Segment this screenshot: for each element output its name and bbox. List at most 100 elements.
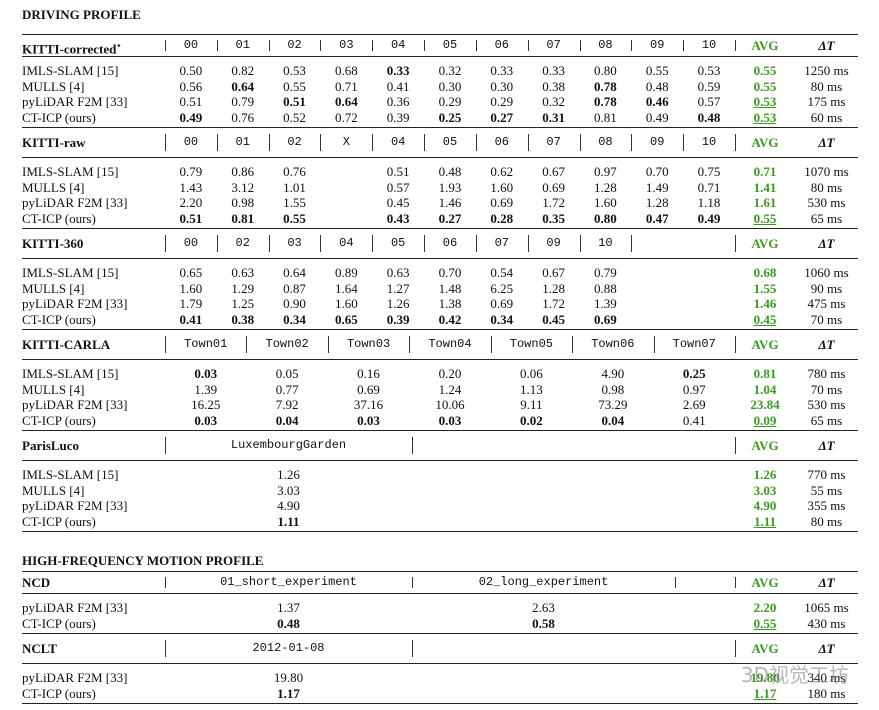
column-header: 07 <box>527 35 580 56</box>
dataset-name: KITTI-corrected⋆ <box>22 35 165 56</box>
table-row: pyLiDAR F2M [33] 0.51 0.79 0.51 0.64 0.36 0.29… <box>22 94 858 110</box>
table-row: MULLS [4] 1.60 1.29 0.87 1.64 1.27 1.48 6.25 1.2… <box>22 281 858 297</box>
value-cell: 0.55 <box>283 78 306 94</box>
avg-cell: 1.26 <box>753 467 777 482</box>
value-cell: 0.69 <box>594 311 617 327</box>
avg-header: AVG <box>734 128 795 157</box>
table-row: CT-ICP (ours) 0.49 0.76 0.52 0.72 0.39 0.25 0.2… <box>22 110 858 126</box>
value-cell: 1.46 <box>438 195 462 210</box>
value-cell: 0.65 <box>179 265 203 280</box>
column-header: 07 <box>475 229 528 258</box>
value-cell: 0.81 <box>231 210 255 226</box>
avg-cell: 0.09 <box>753 412 777 428</box>
value-cell: 0.69 <box>490 195 514 210</box>
avg-cell: 1.61 <box>753 195 777 210</box>
table-row: IMLS-SLAM [15] 0.65 0.63 0.64 0.89 0.63 0.70 0.… <box>22 265 858 281</box>
value-cell: 0.79 <box>231 94 255 109</box>
value-cell: 0.39 <box>386 311 410 327</box>
value-cell: 0.33 <box>386 63 410 78</box>
value-cell: 0.49 <box>645 109 669 125</box>
value-cell: 3.03 <box>277 482 300 498</box>
section-title: HIGH-FREQUENCY MOTION PROFILE <box>22 553 264 568</box>
value-cell: 0.87 <box>283 280 306 296</box>
value-cell: 1.39 <box>194 381 218 397</box>
empty-cell <box>412 483 735 499</box>
method: pyLiDAR F2M [33] <box>22 195 128 210</box>
value-cell: 0.03 <box>438 412 462 428</box>
table-row: IMLS-SLAM [15] 0.03 0.05 0.16 0.20 0.06 4.90 0.… <box>22 366 858 382</box>
method: CT-ICP (ours) <box>22 412 96 428</box>
value-cell: 1.39 <box>594 296 617 311</box>
value-cell <box>320 211 372 227</box>
value-cell: 0.86 <box>231 164 255 179</box>
avg-header: AVG <box>734 35 795 56</box>
dataset-name-text: KITTI-CARLA <box>22 337 111 352</box>
column-header: 06 <box>424 229 476 258</box>
column-header: 09 <box>631 128 683 157</box>
value-cell: 0.54 <box>490 265 514 280</box>
method: MULLS [4] <box>22 179 85 195</box>
column-header: LuxembourgGarden <box>165 431 412 460</box>
method: pyLiDAR F2M [33] <box>22 498 128 513</box>
avg-cell: 1.04 <box>753 381 777 397</box>
column-header: 10 <box>579 229 632 258</box>
value-cell: 0.81 <box>594 109 617 125</box>
value-cell: 0.69 <box>542 179 565 195</box>
dataset-name-text: KITTI-360 <box>22 236 84 251</box>
dt-header: ΔT <box>818 641 835 656</box>
value-cell: 6.25 <box>490 280 514 296</box>
value-cell: 1.26 <box>386 296 410 311</box>
empty-cell <box>412 686 735 702</box>
method: IMLS-SLAM [15] <box>22 63 119 78</box>
value-cell: 0.51 <box>179 94 203 109</box>
value-cell: 0.69 <box>357 381 380 397</box>
value-cell: 0.48 <box>697 109 721 125</box>
table-body: IMLS-SLAM [15] 0.03 0.05 0.16 0.20 0.06 4.90 0.… <box>22 360 858 430</box>
dataset-name: ParisLuco <box>22 431 165 460</box>
watermark: 3D视觉工坊 <box>740 663 849 687</box>
header-row: KITTI-raw 00 01 02 X 04 05 06 07 08 09 10 AVG ΔT <box>22 128 858 158</box>
header-row: ParisLuco LuxembourgGarden AVG ΔT <box>22 431 858 461</box>
table-row: CT-ICP (ours) 0.41 0.38 0.34 0.65 0.39 0.42 0.3… <box>22 312 858 328</box>
method: MULLS [4] <box>22 482 85 498</box>
value-cell: 37.16 <box>353 397 384 412</box>
dt-cell: 340 ms <box>807 670 846 685</box>
dt-header: ΔT <box>818 438 835 453</box>
value-cell: 0.52 <box>283 109 306 125</box>
value-cell: 0.48 <box>645 78 669 94</box>
dataset-name: KITTI-CARLA <box>22 330 165 359</box>
dt-cell: 70 ms <box>810 311 843 327</box>
value-cell: 1.60 <box>179 280 203 296</box>
value-cell: 0.56 <box>179 78 203 94</box>
table-block: NCD 01_short_experiment 02_long_experiment… <box>22 571 858 633</box>
value-cell: 0.68 <box>334 63 358 78</box>
value-cell: 0.51 <box>283 94 306 109</box>
column-header: 04 <box>372 35 424 56</box>
avg-cell: 2.20 <box>753 600 777 615</box>
value-cell: 1.26 <box>277 467 300 482</box>
table-body: IMLS-SLAM [15] 0.79 0.86 0.76 0.51 0.48 0.62 0.… <box>22 158 858 228</box>
value-cell: 0.41 <box>386 78 410 94</box>
value-cell: 9.11 <box>520 397 543 412</box>
value-cell: 0.62 <box>490 164 514 179</box>
value-cell: 1.93 <box>438 179 462 195</box>
value-cell: 0.70 <box>645 164 669 179</box>
value-cell: 0.33 <box>490 63 514 78</box>
value-cell <box>320 180 372 196</box>
column-header: 02_long_experiment <box>412 572 675 593</box>
value-cell: 0.47 <box>645 210 669 226</box>
value-cell <box>320 195 372 211</box>
value-cell: 0.97 <box>594 164 617 179</box>
table-body: IMLS-SLAM [15] 0.50 0.82 0.53 0.68 0.33 0.32 0.… <box>22 57 858 127</box>
value-cell: 0.59 <box>697 78 721 94</box>
value-cell: 0.51 <box>386 164 410 179</box>
column-header: 06 <box>475 128 528 157</box>
value-cell: 0.38 <box>231 311 255 327</box>
table-body: IMLS-SLAM [15] 0.65 0.63 0.64 0.89 0.63 0.70 0.… <box>22 259 858 329</box>
value-cell: 19.80 <box>273 670 304 685</box>
empty-column <box>675 572 735 593</box>
table-block: KITTI-360 00 02 03 04 05 06 07 09 10 AVG ΔT IMLS-SLA… <box>22 228 858 329</box>
table-row: CT-ICP (ours) 0.51 0.81 0.55 0.43 0.27 0.28 0.3… <box>22 211 858 227</box>
column-header: Town03 <box>327 330 409 359</box>
